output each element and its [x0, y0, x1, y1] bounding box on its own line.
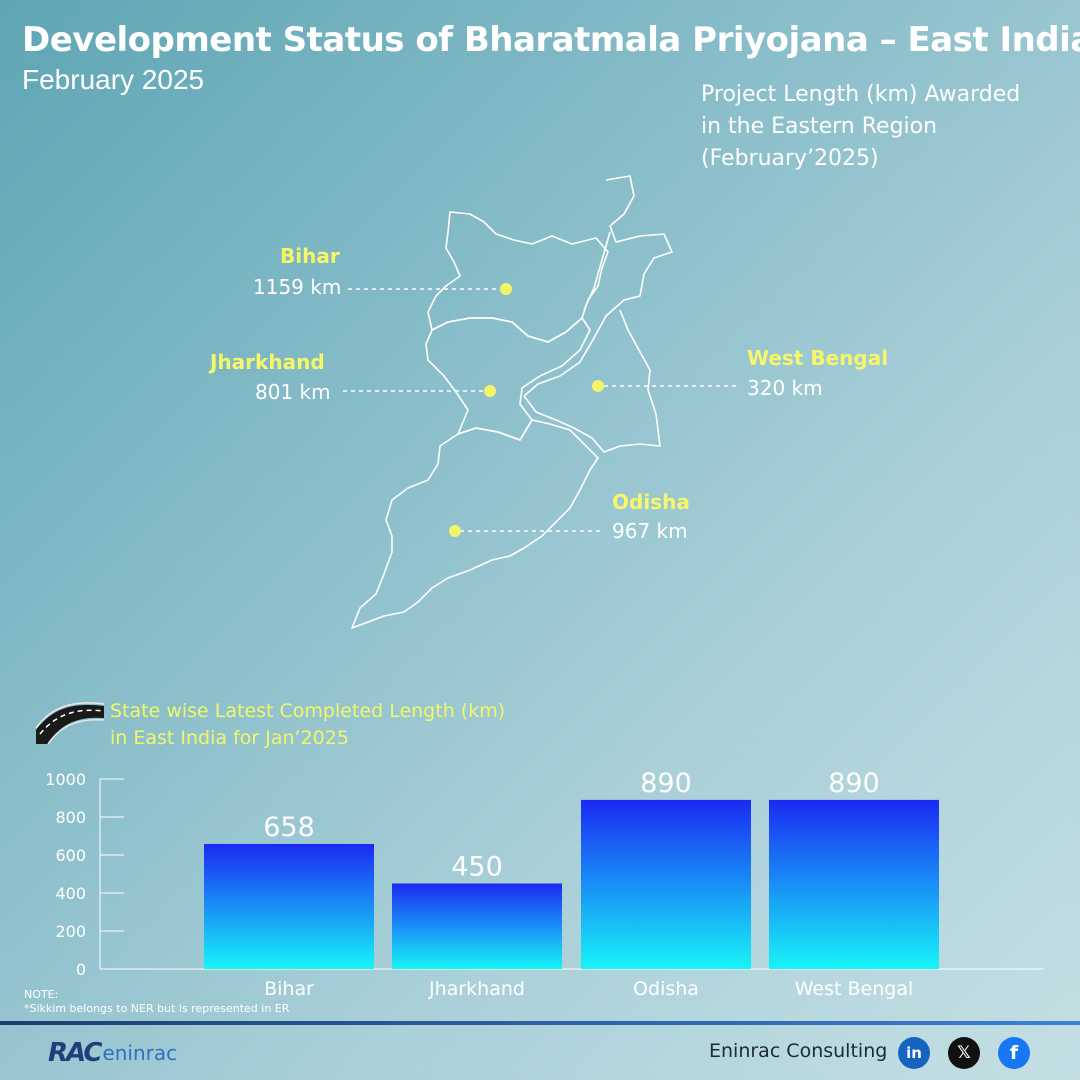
y-tick-label: 600: [55, 846, 86, 865]
map-caption-line: (February’2025): [701, 146, 879, 171]
chart-title: State wise Latest Completed Length (km) …: [110, 698, 505, 752]
page-title: Development Status of Bharatmala Priyoja…: [22, 20, 1080, 60]
x-tick-label: Jharkhand: [428, 978, 525, 1000]
y-tick-label: 800: [55, 808, 86, 827]
y-tick-label: 0: [76, 960, 86, 979]
west-bengal-awarded-value: 320 km: [747, 376, 823, 400]
map-caption-line: in the Eastern Region: [701, 114, 938, 139]
east-india-map: [351, 175, 673, 629]
bar: [392, 883, 562, 969]
jharkhand-label: Jharkhand: [210, 350, 325, 374]
logo-eninrac: eninrac: [102, 1041, 178, 1065]
jharkhand-outline: [425, 317, 591, 441]
page-subtitle: February 2025: [22, 64, 205, 95]
chart-title-line: in East India for Jan’2025: [110, 727, 349, 749]
odisha-marker: [449, 525, 461, 537]
completed-length-bar-chart: 0 200 400 600 800 1000 658 Bihar 450 Jharkhand 89…: [45, 768, 1044, 1000]
bihar-label: Bihar: [280, 244, 340, 268]
west-bengal-marker: [592, 380, 604, 392]
bar: [769, 799, 939, 969]
note-text: *Sikkim belongs to NER but is represente…: [24, 1002, 290, 1015]
bihar-outline: [427, 211, 609, 343]
west-bengal-outline: [523, 175, 673, 453]
road-icon: [35, 702, 105, 745]
x-tick-label: Bihar: [264, 978, 314, 1000]
odisha-label: Odisha: [612, 490, 690, 514]
west-bengal-label: West Bengal: [747, 346, 889, 370]
bihar-marker: [500, 283, 512, 295]
bar: [581, 799, 751, 969]
odisha-outline: [351, 419, 599, 629]
x-tick-label: West Bengal: [795, 978, 914, 1000]
jharkhand-marker: [484, 385, 496, 397]
map-caption: Project Length (km) Awarded in the Easte…: [701, 79, 1071, 175]
footer-divider: [0, 1021, 1080, 1025]
y-tick-label: 400: [55, 884, 86, 903]
map-caption-line: Project Length (km) Awarded: [701, 82, 1021, 107]
facebook-icon[interactable]: f: [998, 1037, 1030, 1069]
bar-value-label: 890: [640, 768, 692, 799]
odisha-awarded-value: 967 km: [612, 519, 688, 543]
bar-value-label: 890: [828, 768, 880, 799]
y-tick-label: 200: [55, 922, 86, 941]
west-bengal-inner: [583, 231, 611, 311]
logo-rac: RAC: [48, 1038, 102, 1068]
bar-value-label: 658: [263, 812, 315, 843]
x-tick-label: Odisha: [633, 978, 699, 1000]
x-icon[interactable]: 𝕏: [948, 1037, 980, 1069]
note-heading: NOTE:: [24, 988, 59, 1001]
bar-value-label: 450: [451, 852, 503, 883]
jharkhand-awarded-value: 801 km: [255, 380, 331, 404]
y-tick-label: 1000: [45, 770, 86, 789]
bar: [204, 843, 374, 969]
company-name: Eninrac Consulting: [709, 1040, 888, 1062]
eninrac-logo: RAC eninrac: [48, 1036, 177, 1070]
bihar-awarded-value: 1159 km: [253, 275, 342, 299]
footnote: NOTE: *Sikkim belongs to NER but is repr…: [24, 988, 289, 1016]
linkedin-icon[interactable]: in: [898, 1037, 930, 1069]
chart-title-line: State wise Latest Completed Length (km): [110, 700, 506, 722]
